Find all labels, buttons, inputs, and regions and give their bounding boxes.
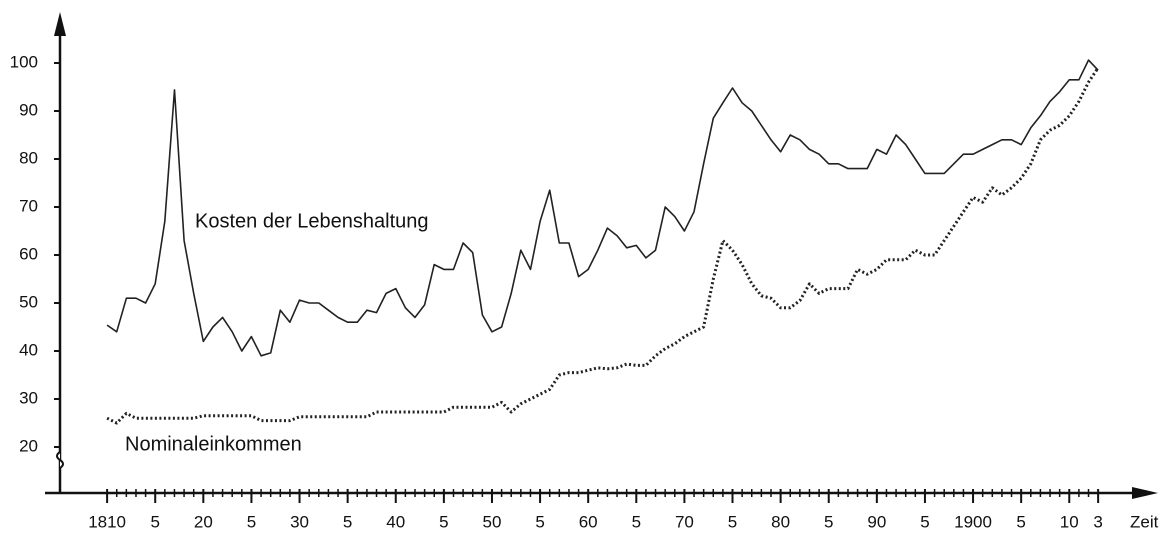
x-tick-label: 50 bbox=[483, 512, 502, 531]
x-tick-label: 60 bbox=[579, 512, 598, 531]
axis-break bbox=[56, 451, 64, 469]
x-tick-label: 5 bbox=[632, 512, 641, 531]
x-tick-label: 5 bbox=[824, 512, 833, 531]
x-tick-label: 5 bbox=[343, 512, 352, 531]
x-tick-label: 5 bbox=[439, 512, 448, 531]
x-tick-label: 5 bbox=[920, 512, 929, 531]
x-tick-label: 80 bbox=[771, 512, 790, 531]
y-tick-label: 100 bbox=[10, 52, 38, 71]
x-axis-label: Zeit bbox=[1130, 512, 1159, 531]
x-tick-label: 5 bbox=[535, 512, 544, 531]
series-line bbox=[106, 59, 1099, 357]
x-tick-label: 10 bbox=[1060, 512, 1079, 531]
x-tick-label: 5 bbox=[247, 512, 256, 531]
y-tick-label: 20 bbox=[19, 436, 38, 455]
x-tick-label: 20 bbox=[194, 512, 213, 531]
series-label: Kosten der Lebenshaltung bbox=[195, 210, 429, 232]
x-axis-arrow bbox=[1132, 487, 1158, 499]
y-tick-label: 80 bbox=[19, 148, 38, 167]
x-tick-label: 1900 bbox=[954, 512, 992, 531]
x-tick-label: 3 bbox=[1093, 512, 1102, 531]
y-tick-label: 50 bbox=[19, 292, 38, 311]
y-axis-arrow bbox=[54, 12, 66, 36]
x-tick-label: 5 bbox=[150, 512, 159, 531]
x-tick-label: 70 bbox=[675, 512, 694, 531]
series-line bbox=[106, 66, 1100, 425]
y-tick-label: 40 bbox=[19, 340, 38, 359]
y-tick-label: 60 bbox=[19, 244, 38, 263]
y-tick-label: 30 bbox=[19, 388, 38, 407]
x-tick-label: 5 bbox=[728, 512, 737, 531]
x-tick-label: 90 bbox=[867, 512, 886, 531]
x-tick-label: 1810 bbox=[88, 512, 126, 531]
y-tick-label: 70 bbox=[19, 196, 38, 215]
x-tick-label: 30 bbox=[290, 512, 309, 531]
y-tick-label: 90 bbox=[19, 100, 38, 119]
x-tick-label: 40 bbox=[386, 512, 405, 531]
series-label: Nominaleinkommen bbox=[125, 433, 302, 455]
x-tick-label: 5 bbox=[1016, 512, 1025, 531]
